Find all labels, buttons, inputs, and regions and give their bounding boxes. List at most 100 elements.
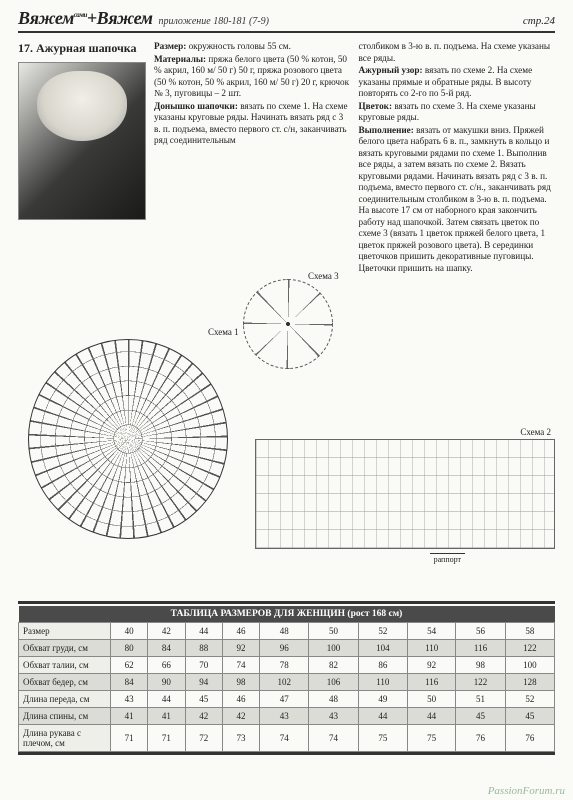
size-cell: 51: [456, 691, 505, 708]
size-cell: 58: [505, 623, 554, 640]
size-cell: 62: [111, 657, 148, 674]
size-cell: 45: [505, 708, 554, 725]
size-cell: 48: [309, 691, 358, 708]
size-cell: 71: [148, 725, 185, 752]
size-cell: 75: [407, 725, 455, 752]
size-cell: 45: [185, 691, 222, 708]
size-cell: 40: [111, 623, 148, 640]
row-label: Длина спины, см: [19, 708, 111, 725]
size-cell: 102: [260, 674, 309, 691]
size-cell: 75: [358, 725, 407, 752]
table-title: ТАБЛИЦА РАЗМЕРОВ ДЛЯ ЖЕНЩИН (рост 168 см…: [19, 606, 555, 623]
size-cell: 71: [111, 725, 148, 752]
table-row: Обхват груди, см808488929610010411011612…: [19, 640, 555, 657]
size-cell: 96: [260, 640, 309, 657]
size-cell: 92: [407, 657, 455, 674]
watermark: PassionForum.ru: [488, 785, 565, 797]
text-column-1: Размер: окружность головы 55 см.Материал…: [154, 41, 351, 275]
size-cell: 84: [148, 640, 185, 657]
size-cell: 42: [222, 708, 259, 725]
size-cell: 52: [505, 691, 554, 708]
size-cell: 88: [185, 640, 222, 657]
rapport-label: раппорт: [430, 553, 465, 565]
brand-logo: Вяжемсами+Вяжем: [18, 8, 152, 29]
size-cell: 47: [260, 691, 309, 708]
size-cell: 76: [505, 725, 554, 752]
size-cell: 44: [407, 708, 455, 725]
size-cell: 104: [358, 640, 407, 657]
table-row: Обхват талии, см626670747882869298100: [19, 657, 555, 674]
table-row: Длина спины, см41414242434344444545: [19, 708, 555, 725]
size-cell: 44: [148, 691, 185, 708]
size-cell: 72: [185, 725, 222, 752]
size-table-wrap: ТАБЛИЦА РАЗМЕРОВ ДЛЯ ЖЕНЩИН (рост 168 см…: [18, 601, 555, 755]
row-label: Обхват талии, см: [19, 657, 111, 674]
size-cell: 43: [309, 708, 358, 725]
size-cell: 46: [222, 623, 259, 640]
issue-label: приложение 180-181 (7-9): [158, 16, 269, 27]
size-cell: 42: [148, 623, 185, 640]
size-cell: 43: [111, 691, 148, 708]
size-cell: 122: [456, 674, 505, 691]
size-cell: 116: [407, 674, 455, 691]
size-cell: 50: [407, 691, 455, 708]
page-number: стр.24: [523, 15, 555, 27]
size-cell: 110: [407, 640, 455, 657]
diagram-3: [243, 279, 333, 369]
size-cell: 82: [309, 657, 358, 674]
size-cell: 66: [148, 657, 185, 674]
size-table: ТАБЛИЦА РАЗМЕРОВ ДЛЯ ЖЕНЩИН (рост 168 см…: [18, 606, 555, 752]
size-cell: 44: [185, 623, 222, 640]
size-cell: 41: [148, 708, 185, 725]
size-cell: 106: [309, 674, 358, 691]
size-cell: 92: [222, 640, 259, 657]
size-cell: 52: [358, 623, 407, 640]
diagram-2: [255, 439, 555, 549]
row-label: Обхват груди, см: [19, 640, 111, 657]
size-cell: 46: [222, 691, 259, 708]
size-cell: 100: [505, 657, 554, 674]
size-cell: 98: [222, 674, 259, 691]
size-cell: 84: [111, 674, 148, 691]
article-body: 17. Ажурная шапочка Размер: окружность г…: [18, 41, 555, 275]
crochet-diagrams: Схема 1 Схема 3 Схема 2 раппорт: [18, 279, 555, 589]
size-cell: 80: [111, 640, 148, 657]
size-cell: 90: [148, 674, 185, 691]
row-label: Обхват бедер, см: [19, 674, 111, 691]
size-cell: 50: [309, 623, 358, 640]
size-cell: 56: [456, 623, 505, 640]
size-cell: 43: [260, 708, 309, 725]
size-cell: 122: [505, 640, 554, 657]
size-cell: 44: [358, 708, 407, 725]
size-cell: 41: [111, 708, 148, 725]
diagram-3-label: Схема 3: [308, 271, 339, 281]
size-cell: 49: [358, 691, 407, 708]
text-column-2: столбиком в 3-ю в. п. подъема. На схеме …: [359, 41, 556, 275]
row-label: Длина рукава с плечом, см: [19, 725, 111, 752]
size-cell: 94: [185, 674, 222, 691]
size-cell: 54: [407, 623, 455, 640]
size-cell: 98: [456, 657, 505, 674]
size-cell: 73: [222, 725, 259, 752]
size-cell: 70: [185, 657, 222, 674]
size-cell: 86: [358, 657, 407, 674]
size-cell: 48: [260, 623, 309, 640]
size-cell: 42: [185, 708, 222, 725]
size-cell: 100: [309, 640, 358, 657]
diagram-1-label: Схема 1: [208, 327, 239, 337]
size-cell: 74: [309, 725, 358, 752]
size-cell: 45: [456, 708, 505, 725]
table-row: Длина рукава с плечом, см717172737474757…: [19, 725, 555, 752]
size-cell: 74: [260, 725, 309, 752]
table-row: Обхват бедер, см849094981021061101161221…: [19, 674, 555, 691]
product-photo: [18, 62, 146, 220]
row-label: Размер: [19, 623, 111, 640]
size-cell: 128: [505, 674, 554, 691]
size-cell: 110: [358, 674, 407, 691]
row-label: Длина переда, см: [19, 691, 111, 708]
table-row: Размер40424446485052545658: [19, 623, 555, 640]
table-row: Длина переда, см43444546474849505152: [19, 691, 555, 708]
article-title: 17. Ажурная шапочка: [18, 41, 146, 56]
page-header: Вяжемсами+Вяжем приложение 180-181 (7-9)…: [18, 8, 555, 33]
size-cell: 76: [456, 725, 505, 752]
